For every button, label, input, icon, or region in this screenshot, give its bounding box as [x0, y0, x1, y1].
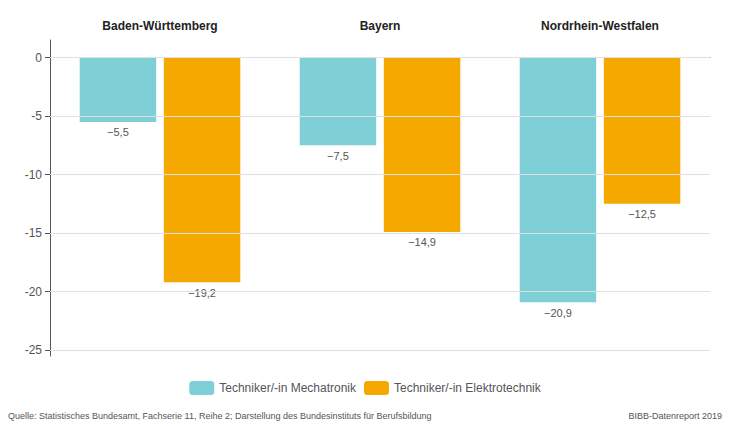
svg-text:Quelle: Statistisches Bundesam: Quelle: Statistisches Bundesamt, Fachser… — [8, 411, 432, 421]
svg-text:-5: -5 — [31, 109, 42, 123]
svg-text:−19,2: −19,2 — [188, 287, 216, 299]
svg-text:−5,5: −5,5 — [107, 126, 129, 138]
svg-text:-20: -20 — [25, 285, 43, 299]
svg-text:−7,5: −7,5 — [327, 150, 349, 162]
svg-text:Bayern: Bayern — [360, 19, 401, 33]
svg-text:−20,9: −20,9 — [544, 307, 572, 319]
svg-text:Nordrhein-Westfalen: Nordrhein-Westfalen — [541, 19, 659, 33]
svg-text:Techniker/-in Elektrotechnik: Techniker/-in Elektrotechnik — [394, 381, 542, 395]
svg-text:Techniker/-in Mechatronik: Techniker/-in Mechatronik — [219, 381, 357, 395]
svg-text:-25: -25 — [25, 343, 43, 357]
svg-text:-15: -15 — [25, 226, 43, 240]
svg-text:BIBB-Datenreport 2019: BIBB-Datenreport 2019 — [628, 411, 722, 421]
svg-text:−14,9: −14,9 — [408, 236, 436, 248]
svg-text:0: 0 — [35, 51, 42, 65]
svg-text:Baden-Württemberg: Baden-Württemberg — [102, 19, 217, 33]
svg-text:-10: -10 — [25, 168, 43, 182]
svg-text:−12,5: −12,5 — [628, 208, 656, 220]
